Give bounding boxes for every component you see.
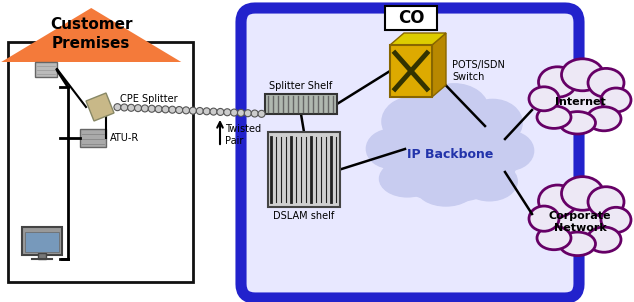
FancyBboxPatch shape	[241, 8, 579, 298]
Ellipse shape	[162, 106, 169, 113]
Bar	[38, 253, 46, 259]
Ellipse shape	[463, 99, 522, 146]
Ellipse shape	[538, 72, 623, 132]
Ellipse shape	[601, 88, 631, 112]
Ellipse shape	[601, 207, 631, 233]
Ellipse shape	[366, 129, 415, 168]
Text: CPE Splitter: CPE Splitter	[120, 94, 178, 104]
Ellipse shape	[537, 106, 571, 128]
Ellipse shape	[382, 97, 444, 146]
Ellipse shape	[529, 87, 559, 111]
Ellipse shape	[380, 105, 520, 203]
Text: IP Backbone: IP Backbone	[407, 147, 493, 160]
Ellipse shape	[538, 67, 576, 97]
Polygon shape	[432, 33, 446, 97]
Ellipse shape	[210, 108, 217, 115]
Ellipse shape	[169, 106, 176, 113]
Ellipse shape	[217, 108, 224, 115]
Ellipse shape	[190, 107, 197, 114]
Bar	[385, 6, 437, 30]
Ellipse shape	[134, 104, 141, 112]
Polygon shape	[1, 8, 181, 62]
Ellipse shape	[537, 226, 571, 250]
Ellipse shape	[559, 112, 595, 134]
Ellipse shape	[417, 170, 476, 206]
Ellipse shape	[484, 131, 534, 170]
Bar	[35, 62, 57, 77]
Bar	[8, 42, 193, 282]
Ellipse shape	[176, 107, 183, 114]
Ellipse shape	[155, 106, 162, 113]
Ellipse shape	[588, 187, 624, 217]
Text: ATU-R: ATU-R	[110, 133, 139, 143]
Text: Internet: Internet	[555, 97, 605, 107]
Ellipse shape	[224, 109, 231, 116]
Ellipse shape	[114, 104, 121, 111]
Bar	[22, 227, 62, 255]
Bar	[80, 129, 106, 147]
Ellipse shape	[203, 108, 210, 115]
Ellipse shape	[588, 68, 624, 97]
Ellipse shape	[587, 107, 621, 131]
Ellipse shape	[587, 227, 621, 252]
Text: Customer
Premises: Customer Premises	[50, 17, 133, 51]
Polygon shape	[86, 93, 114, 121]
Ellipse shape	[148, 105, 155, 112]
Ellipse shape	[380, 160, 435, 197]
Ellipse shape	[231, 109, 238, 116]
Bar	[265, 94, 337, 114]
Ellipse shape	[562, 59, 604, 91]
Bar	[25, 232, 59, 252]
Text: Twisted
Pair: Twisted Pair	[225, 124, 261, 146]
Text: DSLAM shelf: DSLAM shelf	[273, 211, 335, 221]
Ellipse shape	[538, 185, 576, 217]
Ellipse shape	[238, 109, 245, 116]
Bar	[268, 132, 340, 207]
Ellipse shape	[127, 104, 134, 111]
Ellipse shape	[538, 191, 623, 253]
Ellipse shape	[529, 206, 559, 231]
Ellipse shape	[244, 110, 251, 117]
Ellipse shape	[141, 105, 148, 112]
Ellipse shape	[258, 110, 265, 117]
Ellipse shape	[562, 177, 604, 210]
Ellipse shape	[251, 110, 258, 117]
Ellipse shape	[121, 104, 128, 111]
Text: Splitter Shelf: Splitter Shelf	[269, 81, 333, 91]
Ellipse shape	[559, 232, 595, 255]
Text: Corporate
Network: Corporate Network	[549, 211, 611, 233]
Text: POTS/ISDN
Switch: POTS/ISDN Switch	[452, 60, 505, 82]
Polygon shape	[390, 33, 446, 45]
Text: CO: CO	[398, 9, 424, 27]
Ellipse shape	[197, 108, 204, 114]
Ellipse shape	[420, 84, 489, 136]
Ellipse shape	[183, 107, 190, 114]
Ellipse shape	[462, 162, 517, 201]
Bar	[390, 45, 432, 97]
